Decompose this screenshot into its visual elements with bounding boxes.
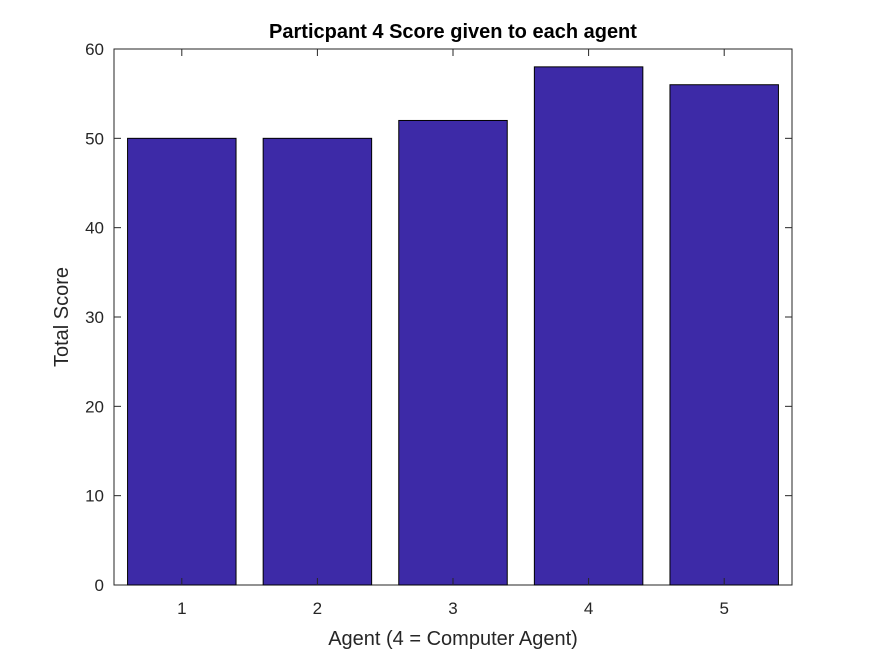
y-tick-label: 60 bbox=[85, 40, 104, 59]
y-tick-label: 30 bbox=[85, 308, 104, 327]
bar-1 bbox=[127, 137, 237, 586]
y-axis: 0 10 20 30 40 50 60 bbox=[85, 40, 792, 595]
x-tick-label: 2 bbox=[313, 599, 322, 618]
bars-group bbox=[127, 66, 779, 586]
y-tick-label: 40 bbox=[85, 219, 104, 238]
x-axis-label: Agent (4 = Computer Agent) bbox=[328, 628, 578, 650]
x-tick-label: 4 bbox=[584, 599, 593, 618]
chart-title: Particpant 4 Score given to each agent bbox=[269, 21, 637, 43]
y-tick-label: 50 bbox=[85, 129, 104, 148]
y-tick-label: 0 bbox=[95, 576, 104, 595]
y-axis-label: Total Score bbox=[51, 267, 73, 367]
y-tick-label: 20 bbox=[85, 397, 104, 416]
x-tick-label: 3 bbox=[448, 599, 457, 618]
x-tick-label: 1 bbox=[177, 599, 186, 618]
bar-3 bbox=[398, 119, 508, 586]
y-tick-label: 10 bbox=[85, 487, 104, 506]
bar-4 bbox=[533, 66, 644, 586]
bar-2 bbox=[262, 137, 373, 586]
bar-5 bbox=[669, 84, 779, 586]
x-tick-label: 5 bbox=[719, 599, 728, 618]
x-axis: 1 2 3 4 5 bbox=[177, 49, 729, 618]
